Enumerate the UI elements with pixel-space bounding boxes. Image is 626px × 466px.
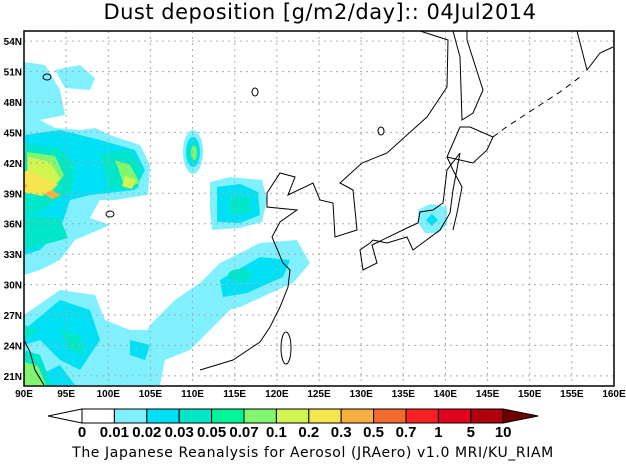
colorbar-label: 0	[78, 424, 86, 441]
lake-qinghai	[105, 210, 115, 218]
colorbar-label: 0.07	[229, 424, 258, 441]
colorbar-swatch	[146, 408, 180, 424]
coastlines	[23, 30, 614, 386]
dust-area	[60, 330, 85, 355]
lat-tick-label: 45N	[4, 128, 22, 139]
colorbar-label: 0.7	[396, 424, 417, 441]
dust-area	[220, 257, 290, 297]
lat-tick-label: 24N	[4, 341, 22, 352]
dust-area	[191, 146, 197, 160]
colorbar-swatch	[308, 408, 342, 424]
colorbar-swatch	[373, 408, 407, 424]
colorbar-swatch	[81, 408, 115, 424]
lon-tick-label: 120E	[265, 389, 289, 400]
lon-tick-label: 125E	[307, 389, 331, 400]
dust-area	[228, 269, 252, 281]
colorbar-label: 0.02	[132, 424, 161, 441]
dust-area	[44, 190, 61, 199]
colorbar-label: 5	[467, 424, 475, 441]
dust-area	[24, 215, 68, 250]
colorbar-swatch	[113, 408, 148, 424]
lat-tick-label: 30N	[4, 281, 22, 292]
colorbar-swatch	[470, 408, 504, 424]
dust-area	[24, 183, 28, 189]
colorbar-label: 0.03	[165, 424, 194, 441]
honshu	[359, 152, 461, 271]
lon-tick-label: 115E	[223, 389, 246, 400]
colorbar-over-arrow	[502, 408, 539, 424]
hokkaido	[446, 126, 494, 164]
grid-lines	[24, 31, 614, 386]
lat-tick-label: 21N	[4, 372, 22, 383]
honshu-north	[446, 156, 463, 231]
level-0.3	[24, 183, 61, 199]
dust-area	[122, 176, 136, 189]
lon-tick-label: 150E	[518, 389, 542, 400]
colorbar-label: 0.3	[331, 424, 352, 441]
map-frame	[23, 30, 615, 387]
dust-area	[24, 170, 58, 196]
colorbar-swatch	[211, 408, 245, 424]
lat-tick-label: 42N	[4, 159, 22, 170]
colorbar-label: 0.05	[197, 424, 226, 441]
china-coast	[199, 30, 449, 371]
colorbar-swatch	[275, 408, 310, 424]
colorbar-swatch	[405, 408, 439, 424]
dust-area	[24, 325, 40, 340]
lon-tick-label: 105E	[139, 389, 163, 400]
lat-tick-label: 33N	[4, 250, 22, 261]
dust-area	[426, 214, 438, 226]
lon-tick-label: 95E	[57, 389, 75, 400]
colorbar-label: 1	[434, 424, 442, 441]
credit-text: The Japanese Reanalysis for Aerosol (JRA…	[72, 445, 554, 461]
lon-tick-label: 135E	[392, 389, 416, 400]
colorbar-swatch	[243, 408, 277, 424]
colorbar: 0 0.01 0.02 0.03 0.05 0.07 0.1 0.2 0.3 0.5 0.7 1 5 10	[47, 408, 539, 441]
colorbar-under-arrow	[47, 408, 83, 424]
lon-tick-label: 160E	[602, 389, 626, 400]
taiwan	[280, 331, 292, 365]
colorbar-label: 0.2	[298, 424, 319, 441]
colorbar-swatch	[340, 408, 375, 424]
lon-tick-label: 145E	[476, 389, 500, 400]
lon-tick-label: 155E	[560, 389, 584, 400]
kamchatka	[576, 30, 614, 72]
kurils	[492, 76, 581, 138]
lake-khanka	[377, 126, 385, 136]
lon-tick-label: 100E	[97, 389, 121, 400]
lon-tick-label: 90E	[15, 389, 33, 400]
vietnam-coast	[23, 339, 45, 386]
dust-area-north	[55, 65, 95, 90]
lon-tick-label: 130E	[349, 389, 373, 400]
lat-tick-label: 51N	[4, 68, 22, 79]
map-title: Dust deposition [g/m2/day]:: 04Jul2014	[103, 0, 537, 24]
level-0.2	[24, 170, 58, 196]
colorbar-swatch	[178, 408, 213, 424]
lake-north	[42, 73, 52, 81]
lake-hulun	[251, 87, 259, 97]
colorbar-label: 10	[495, 424, 512, 441]
lat-tick-label: 36N	[4, 220, 22, 231]
lat-tick-label: 48N	[4, 98, 22, 109]
lon-tick-label: 110E	[181, 389, 204, 400]
axis-tick-labels: 90E 95E 100E 105E 110E 115E 120E 125E 130E 135E 14…	[4, 37, 626, 400]
colorbar-label: 0.01	[100, 424, 129, 441]
sakhalin	[452, 30, 484, 121]
dust-area	[230, 197, 250, 213]
colorbar-label: 0.5	[363, 424, 384, 441]
lat-tick-label: 39N	[4, 189, 22, 200]
colorbar-swatch	[437, 408, 472, 424]
lat-tick-label: 54N	[4, 37, 22, 48]
colorbar-label: 0.1	[266, 424, 287, 441]
lat-tick-label: 27N	[4, 311, 22, 322]
lon-tick-label: 140E	[434, 389, 458, 400]
